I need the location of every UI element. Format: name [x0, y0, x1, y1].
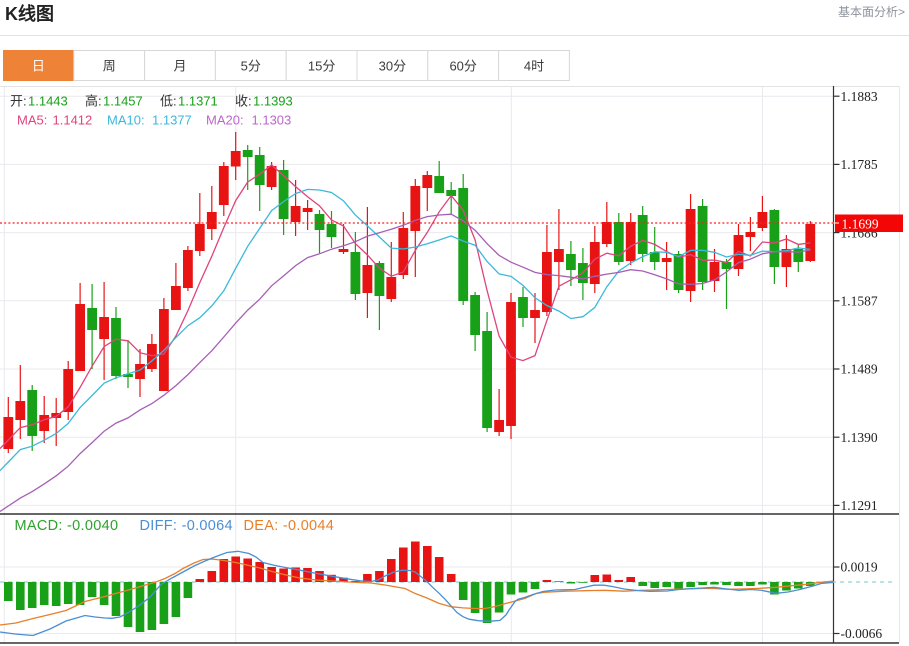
svg-text:1.1443: 1.1443: [28, 94, 68, 109]
svg-text:1.1303: 1.1303: [252, 113, 292, 128]
svg-text:-0.0066: -0.0066: [841, 626, 883, 641]
svg-text:低:: 低:: [160, 94, 177, 109]
svg-text:1.1785: 1.1785: [841, 157, 878, 172]
svg-text:15分: 15分: [308, 59, 335, 74]
svg-text:基本面分析>: 基本面分析>: [838, 5, 905, 19]
svg-text:K线图: K线图: [5, 3, 54, 24]
svg-text:MA10:: MA10:: [107, 113, 145, 128]
svg-text:DEA: -0.0044: DEA: -0.0044: [244, 518, 335, 534]
svg-text:0.0019: 0.0019: [841, 560, 878, 575]
svg-text:MA5:: MA5:: [17, 113, 47, 128]
svg-text:1.1371: 1.1371: [178, 94, 218, 109]
svg-text:开:: 开:: [10, 94, 27, 109]
svg-text:1.1412: 1.1412: [53, 113, 93, 128]
svg-text:1.1489: 1.1489: [841, 362, 878, 377]
svg-text:1.1377: 1.1377: [152, 113, 192, 128]
svg-text:1.1457: 1.1457: [103, 94, 143, 109]
svg-text:1.1393: 1.1393: [253, 94, 293, 109]
svg-text:MA20:: MA20:: [206, 113, 244, 128]
svg-text:5分: 5分: [241, 59, 261, 74]
svg-text:高:: 高:: [85, 94, 102, 109]
svg-text:月: 月: [173, 59, 186, 74]
svg-text:收:: 收:: [235, 94, 252, 109]
svg-text:1.1699: 1.1699: [842, 216, 879, 231]
svg-text:1.1291: 1.1291: [841, 498, 878, 513]
svg-text:4时: 4时: [524, 59, 544, 74]
svg-text:30分: 30分: [379, 59, 406, 74]
svg-text:DIFF: -0.0064: DIFF: -0.0064: [140, 518, 233, 534]
svg-text:1.1587: 1.1587: [841, 294, 878, 309]
svg-text:60分: 60分: [449, 59, 476, 74]
svg-text:周: 周: [103, 59, 116, 74]
svg-text:1.1883: 1.1883: [841, 89, 878, 104]
svg-text:日: 日: [32, 59, 45, 74]
svg-text:1.1390: 1.1390: [841, 430, 878, 445]
svg-text:MACD: -0.0040: MACD: -0.0040: [15, 518, 119, 534]
